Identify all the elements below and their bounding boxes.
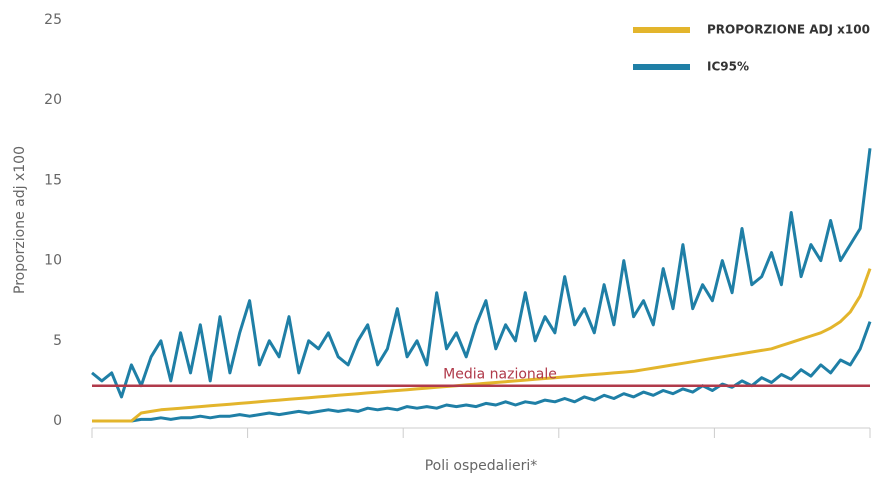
y-tick-label: 10 bbox=[44, 253, 62, 269]
y-tick-label: 0 bbox=[53, 413, 62, 429]
series-line bbox=[91, 148, 872, 399]
y-tick-label: 15 bbox=[44, 172, 62, 188]
y-axis-label: Proporzione adj x100 bbox=[12, 146, 28, 294]
legend-label: PROPORZIONE ADJ x100 bbox=[707, 23, 870, 37]
y-tick-label: 5 bbox=[53, 333, 62, 349]
y-tick-label: 25 bbox=[44, 12, 62, 28]
y-tick-label: 20 bbox=[44, 92, 62, 108]
x-axis-label: Poli ospedalieri* bbox=[425, 458, 538, 474]
series-line bbox=[92, 268, 872, 423]
series-lower-line bbox=[92, 321, 872, 423]
reference-label: Media nazionale bbox=[443, 367, 557, 383]
legend-label: IC95% bbox=[707, 60, 749, 74]
